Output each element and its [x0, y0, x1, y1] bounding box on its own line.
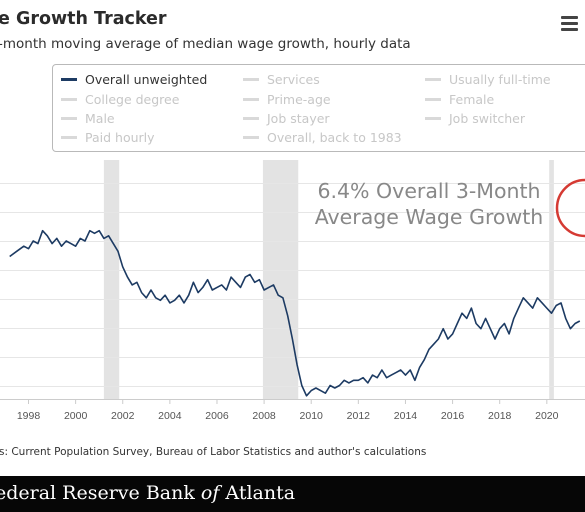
legend-label: Job stayer [267, 110, 330, 126]
recession-shading [103, 160, 554, 399]
chart-subtitle: -month moving average of median wage gro… [0, 36, 411, 52]
legend-swatch [61, 77, 77, 81]
x-tick-label: 2014 [394, 410, 418, 422]
x-tick-label: 2006 [205, 410, 229, 422]
footer-bar: ederal Reserve Bank of Atlanta [0, 476, 585, 512]
recession-band [549, 160, 554, 399]
chart-legend: Overall unweighted Services Usually full… [52, 64, 585, 152]
recession-band [262, 160, 299, 399]
x-tick-label: 2016 [441, 410, 465, 422]
legend-item-female[interactable]: Female [425, 90, 494, 108]
wage-growth-chart: 6.4% Overall 3-Month Average Wage Growth… [0, 160, 585, 422]
legend-label: Services [267, 71, 320, 87]
x-axis-ticks: 1998 2000 2002 2004 2006 2008 2010 2012 2014 2016… [17, 399, 559, 422]
recession-band [103, 160, 120, 399]
legend-swatch [243, 97, 259, 101]
legend-item-college-degree[interactable]: College degree [61, 90, 179, 108]
x-tick-label: 1998 [17, 410, 41, 422]
x-tick-label: 2008 [252, 410, 276, 422]
x-tick-label: 2000 [64, 410, 88, 422]
legend-swatch [425, 97, 441, 101]
legend-item-prime-age[interactable]: Prime-age [243, 90, 331, 108]
legend-label: Paid hourly [85, 129, 155, 145]
legend-label: College degree [85, 91, 180, 107]
legend-swatch [243, 77, 259, 81]
legend-item-male[interactable]: Male [61, 109, 115, 127]
legend-item-usually-full-time[interactable]: Usually full-time [425, 70, 551, 88]
legend-swatch [425, 77, 441, 81]
x-tick-label: 2018 [488, 410, 512, 422]
legend-label: Overall, back to 1983 [267, 129, 402, 145]
x-tick-label: 2010 [300, 410, 324, 422]
legend-swatch [61, 116, 77, 120]
series-line-overall-unweighted [9, 229, 581, 397]
legend-item-overall-unweighted[interactable]: Overall unweighted [61, 70, 207, 88]
x-tick-label: 2020 [535, 410, 559, 422]
legend-label: Female [449, 91, 495, 107]
x-tick-label: 2004 [158, 410, 182, 422]
legend-item-services[interactable]: Services [243, 70, 320, 88]
x-tick-label: 2012 [347, 410, 371, 422]
series-layer [9, 229, 581, 397]
legend-label: Usually full-time [449, 71, 551, 87]
footer-logo-text: ederal Reserve Bank of Atlanta [0, 482, 295, 504]
legend-swatch [243, 135, 259, 139]
legend-item-overall-back-to-1983[interactable]: Overall, back to 1983 [243, 128, 402, 146]
highlight-circle-icon [555, 178, 585, 238]
legend-swatch [61, 97, 77, 101]
source-note: s: Current Population Survey, Bureau of … [0, 446, 427, 458]
legend-item-paid-hourly[interactable]: Paid hourly [61, 128, 155, 146]
footer-text-post: Atlanta [219, 482, 296, 504]
footer-text-italic: of [200, 482, 220, 504]
legend-label: Overall unweighted [85, 71, 208, 87]
legend-swatch [243, 116, 259, 120]
legend-item-job-switcher[interactable]: Job switcher [425, 109, 525, 127]
annotation-line-2: Average Wage Growth [315, 205, 544, 229]
legend-label: Job switcher [449, 110, 525, 126]
legend-swatch [425, 116, 441, 120]
legend-label: Male [85, 110, 115, 126]
chart-title: e Growth Tracker [0, 9, 167, 29]
legend-item-job-stayer[interactable]: Job stayer [243, 109, 330, 127]
menu-icon[interactable] [560, 14, 580, 32]
gridlines [0, 183, 585, 387]
x-tick-label: 2002 [111, 410, 135, 422]
legend-label: Prime-age [267, 91, 331, 107]
footer-text-pre: ederal Reserve Bank [0, 482, 201, 504]
legend-swatch [61, 135, 77, 139]
annotation-line-1: 6.4% Overall 3-Month [317, 179, 540, 203]
